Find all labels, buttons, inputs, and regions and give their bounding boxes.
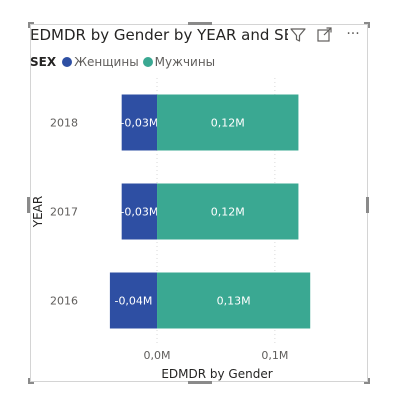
y-tick-label-2018: 2018: [50, 117, 78, 130]
resize-handle-left-middle[interactable]: [27, 197, 30, 213]
resize-handle-bottom-left[interactable]: [28, 382, 34, 384]
y-tick-label-2017: 2017: [50, 206, 78, 219]
resize-handle-bottom-middle[interactable]: [188, 381, 212, 384]
data-label-2016-series-0: -0,04M: [114, 295, 152, 308]
filter-icon[interactable]: [289, 26, 307, 44]
bar-2016-series-0[interactable]: [109, 272, 158, 329]
bar-2018-series-1[interactable]: [157, 94, 299, 151]
data-label-2018-series-0: -0,03M: [120, 117, 158, 130]
bar-2017-series-0[interactable]: [121, 183, 158, 240]
legend-entry-zhenshchiny[interactable]: Женщины: [62, 54, 139, 70]
x-tick-label-1: 0,1M: [261, 349, 288, 362]
more-options-icon[interactable]: ···: [346, 26, 360, 42]
resize-handle-top-left-v[interactable]: [28, 22, 30, 28]
legend-label-muzhchiny: Мужчины: [154, 55, 216, 69]
legend-title: SEX: [30, 55, 57, 69]
x-tick-label-0: 0,0M: [144, 349, 171, 362]
y-tick-label-2016: 2016: [50, 295, 78, 308]
y-axis-title: YEAR: [31, 196, 45, 228]
legend-entry-muzhchiny[interactable]: Мужчины: [142, 54, 216, 70]
legend-dot-zhenshchiny: [62, 57, 73, 67]
focus-mode-icon[interactable]: [315, 26, 333, 44]
resize-handle-right-middle[interactable]: [366, 197, 369, 213]
data-label-2016-series-1: 0,13M: [217, 295, 251, 308]
resize-handle-top-left[interactable]: [28, 22, 34, 24]
resize-handle-top-right-v[interactable]: [368, 22, 370, 28]
visual-title: EDMDR by Gender by YEAR and SEX: [30, 26, 288, 44]
data-label-2018-series-1: 0,12M: [211, 117, 245, 130]
legend: SEX Женщины Мужчины: [30, 54, 219, 70]
frame-left-border: [30, 24, 31, 382]
resize-handle-top-middle[interactable]: [188, 22, 212, 25]
bar-2017-series-1[interactable]: [157, 183, 299, 240]
bar-2018-series-0[interactable]: [121, 94, 158, 151]
resize-handle-bottom-right[interactable]: [364, 382, 370, 384]
resize-handle-top-right[interactable]: [364, 22, 370, 24]
bar-2016-series-1[interactable]: [157, 272, 311, 329]
legend-dot-muzhchiny: [142, 57, 153, 67]
legend-label-zhenshchiny: Женщины: [74, 55, 139, 69]
resize-handle-bottom-right-v[interactable]: [368, 378, 370, 384]
x-axis-title: EDMDR by Gender: [161, 367, 272, 381]
data-label-2017-series-1: 0,12M: [211, 206, 245, 219]
resize-handle-bottom-left-v[interactable]: [28, 378, 30, 384]
data-label-2017-series-0: -0,03M: [120, 206, 158, 219]
